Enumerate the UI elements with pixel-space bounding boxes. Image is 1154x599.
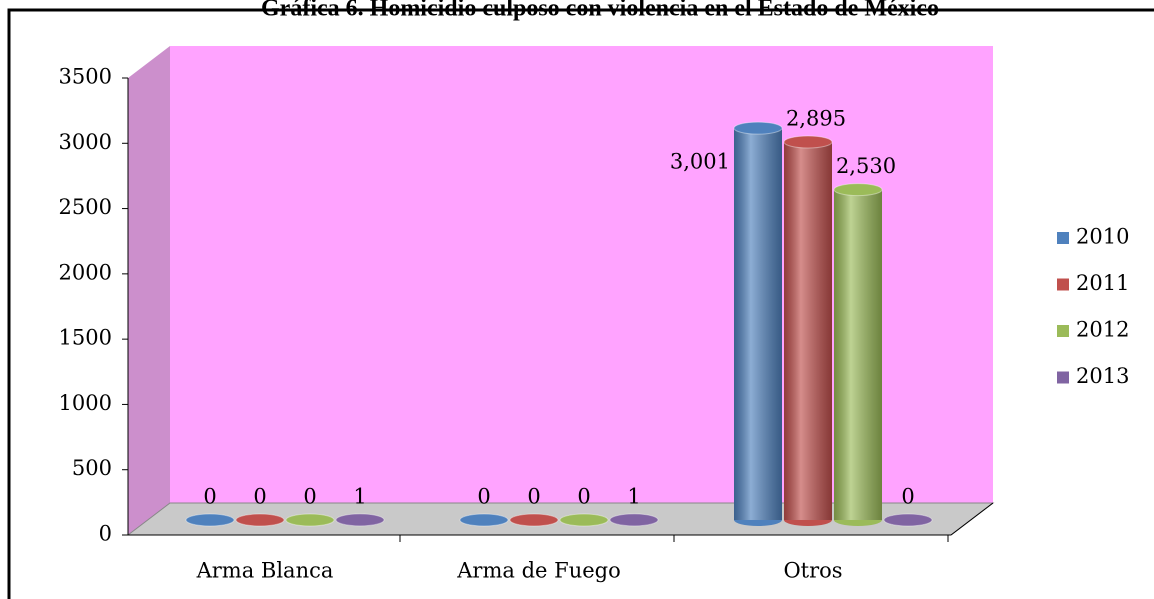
y-tick-label: 3500 xyxy=(59,65,112,89)
chart-title: Gráfica 6. Homicidio culposo con violenc… xyxy=(261,0,939,22)
bar-cap xyxy=(883,513,933,527)
bar-cap xyxy=(559,513,609,527)
legend-swatch xyxy=(1057,232,1069,244)
bar-cap xyxy=(285,513,335,527)
bar-cap xyxy=(733,121,783,135)
bar-shade xyxy=(834,189,882,520)
y-tick-label: 3000 xyxy=(59,130,112,154)
x-tick-label: Arma Blanca xyxy=(196,559,334,583)
data-label: 1 xyxy=(627,484,640,508)
legend-swatch xyxy=(1057,325,1069,337)
y-tick-label: 0 xyxy=(99,522,112,546)
data-label: 0 xyxy=(577,485,590,509)
bar-cap xyxy=(833,183,883,197)
axis-edge xyxy=(950,502,994,536)
legend-label: 2012 xyxy=(1076,318,1129,342)
data-label: 0 xyxy=(303,485,316,509)
legend-label: 2013 xyxy=(1076,364,1129,388)
y-tick-label: 1500 xyxy=(59,326,112,350)
y-tick-label: 2500 xyxy=(59,195,112,219)
bar-shade xyxy=(784,141,832,520)
data-label: 1 xyxy=(353,484,366,508)
data-label: 2,530 xyxy=(836,154,896,178)
bar-cap xyxy=(335,513,385,527)
data-label: 3,001 xyxy=(670,150,730,174)
y-tick-label: 1000 xyxy=(59,391,112,415)
data-label: 0 xyxy=(901,485,914,509)
bar-cap xyxy=(783,135,833,149)
x-tick-label: Otros xyxy=(783,559,842,583)
legend-label: 2011 xyxy=(1076,271,1129,295)
data-label: 2,895 xyxy=(786,106,846,130)
side-wall xyxy=(128,46,170,535)
legend-label: 2010 xyxy=(1076,225,1129,249)
y-tick-label: 2000 xyxy=(59,260,112,284)
y-tick-label: 500 xyxy=(72,456,112,480)
bar-cap xyxy=(509,513,559,527)
legend-swatch xyxy=(1057,278,1069,291)
legend-swatch xyxy=(1057,371,1069,384)
data-label: 0 xyxy=(203,485,216,509)
bar-cap xyxy=(185,513,235,527)
bar-cap xyxy=(609,513,659,527)
data-label: 0 xyxy=(477,485,490,509)
bar-cap xyxy=(235,513,285,527)
x-tick-label: Arma de Fuego xyxy=(456,559,620,583)
data-label: 0 xyxy=(527,485,540,509)
bar-shade xyxy=(734,128,782,520)
bar-cap xyxy=(459,513,509,527)
data-label: 0 xyxy=(253,485,266,509)
